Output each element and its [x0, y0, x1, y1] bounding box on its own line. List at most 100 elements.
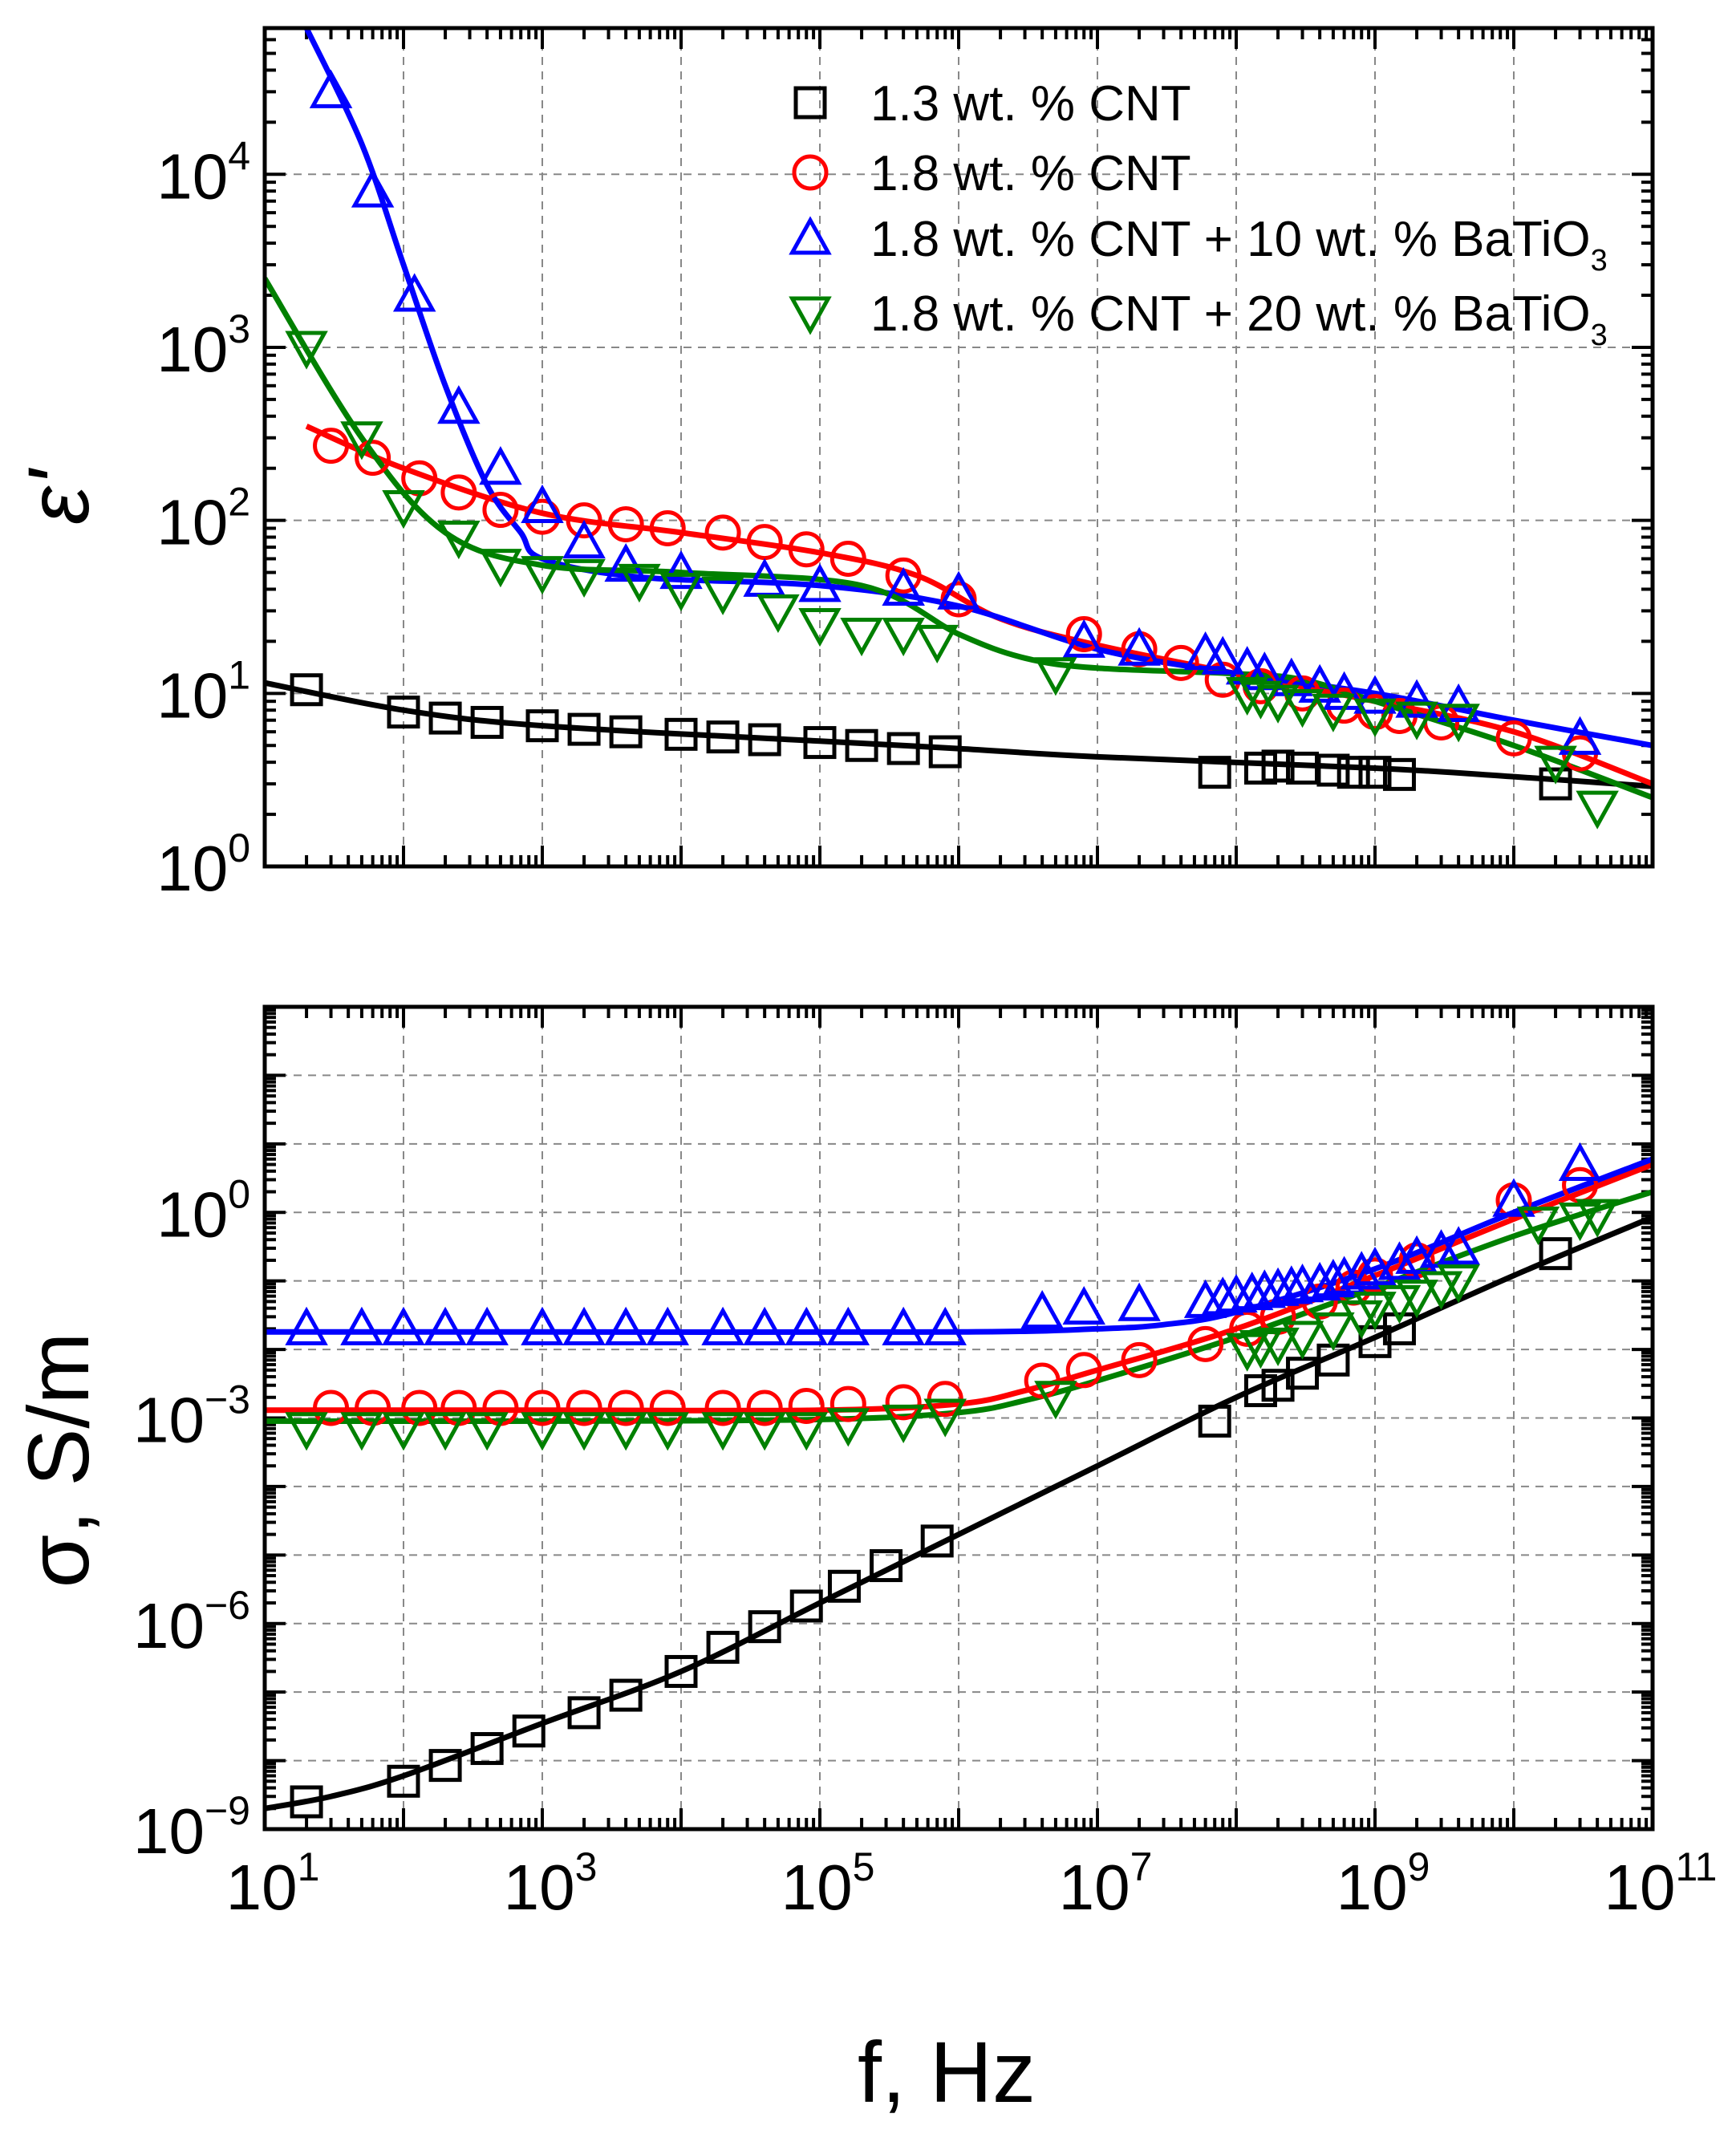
y-tick-label: 104: [156, 133, 250, 212]
data-point-series-1: [885, 557, 922, 594]
data-point-series-3: [382, 490, 425, 529]
data-point-series-0: [1539, 1237, 1572, 1271]
data-point-series-3: [826, 1408, 870, 1447]
data-point-series-2: [562, 1306, 606, 1345]
data-point-series-3: [1353, 1292, 1397, 1331]
data-point-series-2: [424, 1306, 467, 1345]
data-point-series-2: [285, 1306, 328, 1345]
data-point-series-3: [1256, 1327, 1300, 1366]
data-point-series-2: [521, 484, 564, 524]
data-point-series-3: [521, 1412, 564, 1451]
x-tick-label: 105: [781, 1844, 875, 1923]
data-point-series-3: [437, 521, 481, 560]
data-point-series-3: [1534, 745, 1577, 785]
data-point-series-3: [915, 624, 959, 664]
data-point-series-2: [1558, 716, 1602, 755]
legend-label-1: 1.8 wt. % CNT: [870, 146, 1191, 201]
y-tick-label: 101: [156, 652, 250, 731]
data-point-series-2: [1062, 619, 1105, 658]
data-point-series-2: [1353, 1246, 1397, 1286]
data-point-series-2: [1322, 1256, 1366, 1295]
data-point-series-1: [788, 531, 825, 568]
data-point-series-2: [437, 385, 481, 424]
data-point-series-0: [525, 709, 559, 743]
data-point-series-1: [1162, 644, 1199, 681]
data-point-series-0: [567, 712, 601, 746]
data-point-series-0: [1198, 756, 1231, 789]
legend-marker-2: [789, 216, 832, 255]
data-point-series-1: [607, 505, 644, 542]
plot-frame: [262, 1004, 1655, 1832]
data-point-series-3: [340, 421, 383, 460]
data-point-series-2: [604, 542, 647, 582]
markers: [285, 1142, 1619, 1819]
data-point-series-0: [1336, 756, 1370, 789]
data-point-series-2: [1558, 1142, 1602, 1182]
y-tick-label: 103: [156, 306, 250, 385]
data-point-series-0: [1358, 756, 1392, 789]
x-tick-label: 109: [1336, 1844, 1430, 1923]
data-point-series-1: [1187, 1325, 1224, 1362]
data-point-series-2: [340, 1306, 383, 1345]
data-point-series-3: [1419, 1271, 1463, 1310]
data-point-series-0: [1198, 1404, 1231, 1438]
data-point-series-3: [1353, 698, 1397, 737]
data-point-series-0: [928, 735, 962, 769]
data-point-series-1: [1065, 615, 1102, 652]
data-point-series-2: [1117, 627, 1161, 666]
legend-label-0: 1.3 wt. % CNT: [870, 76, 1191, 132]
data-point-series-3: [882, 1404, 925, 1444]
data-point-series-3: [465, 1412, 509, 1451]
data-point-series-0: [1382, 1312, 1416, 1345]
y-axis-title-permittivity: ε': [10, 468, 107, 525]
x-axis-title: f, Hz: [858, 2023, 1036, 2120]
data-point-series-2: [1395, 679, 1438, 718]
data-point-series-3: [1256, 684, 1300, 724]
data-point-series-0: [920, 1524, 954, 1558]
data-point-series-0: [664, 717, 698, 751]
data-point-series-2: [646, 1306, 689, 1345]
data-point-series-1: [355, 440, 391, 477]
x-tick-label: 1011: [1604, 1844, 1718, 1923]
y-tick-labels: 10−9 10−6 10−3 100: [133, 1171, 250, 1867]
data-point-series-3: [1239, 680, 1283, 720]
y-tick-label: 10−9: [133, 1788, 250, 1867]
data-point-series-2: [659, 550, 703, 590]
conductivity-panel: 10−9 10−6 10−3 100 101 103 105 107 109 1011: [133, 1004, 1718, 1923]
data-point-series-3: [701, 1412, 744, 1451]
data-point-series-2: [1201, 1276, 1244, 1316]
data-point-series-2: [351, 168, 395, 208]
data-point-series-0: [1243, 1374, 1277, 1408]
data-point-series-1: [1121, 1341, 1158, 1378]
data-point-series-2: [882, 1306, 925, 1345]
y-tick-label: 10−3: [133, 1377, 250, 1456]
data-point-series-3: [340, 1412, 383, 1451]
data-point-series-3: [424, 1412, 467, 1451]
data-point-series-0: [567, 1696, 601, 1730]
data-point-series-2: [1492, 1178, 1535, 1217]
data-point-series-2: [882, 566, 925, 606]
data-point-series-2: [1243, 1269, 1287, 1308]
data-point-series-0: [789, 1589, 823, 1623]
data-point-series-3: [785, 1412, 828, 1451]
data-point-series-2: [785, 1306, 828, 1345]
data-point-series-3: [479, 549, 522, 588]
y-tick-label: 102: [156, 480, 250, 558]
data-point-series-3: [646, 1412, 689, 1451]
data-point-series-3: [1034, 1381, 1077, 1420]
data-point-series-3: [1312, 693, 1355, 732]
plot-frame: [262, 26, 1655, 869]
data-point-series-3: [618, 563, 661, 603]
data-point-series-0: [470, 1732, 504, 1766]
data-point-series-0: [845, 728, 878, 762]
data-point-series-2: [743, 1306, 786, 1345]
y-axis-title-conductivity: σ, S/m: [10, 1333, 107, 1588]
data-point-series-0: [512, 1714, 546, 1748]
data-point-series-0: [387, 696, 420, 729]
data-point-series-3: [1225, 1333, 1269, 1372]
data-point-series-0: [290, 673, 323, 707]
axis-ticks: [263, 1007, 1653, 1831]
data-point-series-3: [840, 617, 883, 657]
data-point-series-2: [562, 519, 606, 559]
x-tick-labels: 101 103 105 107 109 1011: [226, 1844, 1718, 1923]
